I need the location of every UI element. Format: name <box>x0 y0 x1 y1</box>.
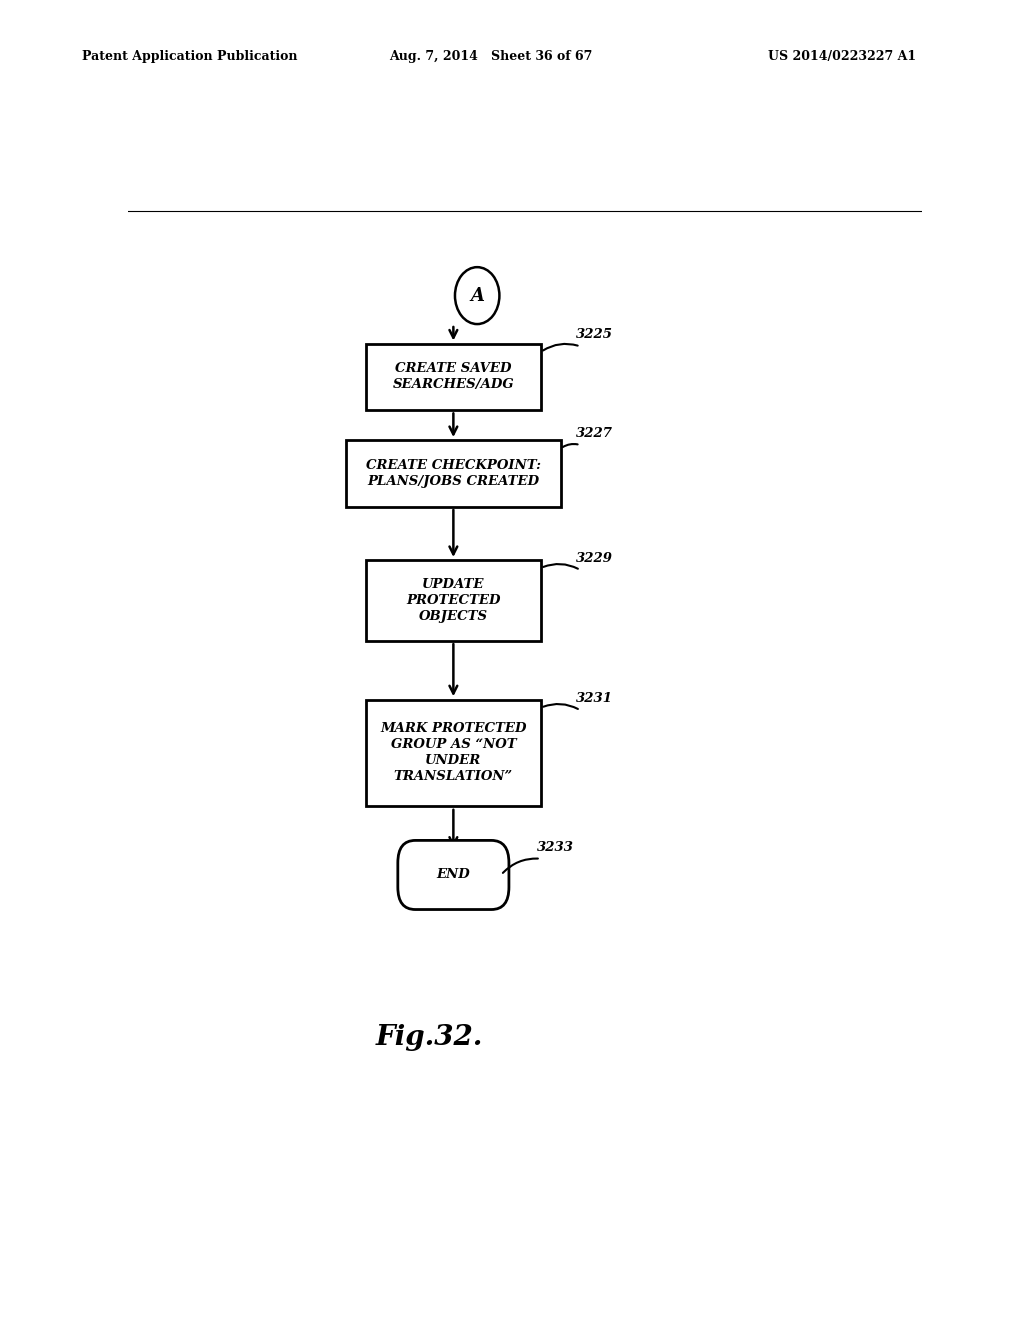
Text: UPDATE
PROTECTED
OBJECTS: UPDATE PROTECTED OBJECTS <box>407 578 501 623</box>
FancyBboxPatch shape <box>397 841 509 909</box>
Text: END: END <box>436 869 470 882</box>
Text: 3225: 3225 <box>577 329 613 342</box>
Text: MARK PROTECTED
GROUP AS “NOT
UNDER
TRANSLATION”: MARK PROTECTED GROUP AS “NOT UNDER TRANS… <box>380 722 526 784</box>
FancyBboxPatch shape <box>367 560 541 642</box>
Text: 3233: 3233 <box>537 841 573 854</box>
Text: 3231: 3231 <box>577 692 613 705</box>
Text: A: A <box>470 286 484 305</box>
FancyBboxPatch shape <box>346 441 560 507</box>
Text: US 2014/0223227 A1: US 2014/0223227 A1 <box>768 50 916 63</box>
Text: CREATE SAVED
SEARCHES/ADG: CREATE SAVED SEARCHES/ADG <box>392 363 514 392</box>
FancyBboxPatch shape <box>367 700 541 807</box>
Text: CREATE CHECKPOINT:
PLANS/JOBS CREATED: CREATE CHECKPOINT: PLANS/JOBS CREATED <box>366 459 541 488</box>
Text: Aug. 7, 2014   Sheet 36 of 67: Aug. 7, 2014 Sheet 36 of 67 <box>389 50 593 63</box>
Text: 3227: 3227 <box>577 426 613 440</box>
Text: Fig.32.: Fig.32. <box>376 1024 483 1051</box>
Text: Patent Application Publication: Patent Application Publication <box>82 50 297 63</box>
FancyBboxPatch shape <box>367 345 541 411</box>
Text: 3229: 3229 <box>577 552 613 565</box>
